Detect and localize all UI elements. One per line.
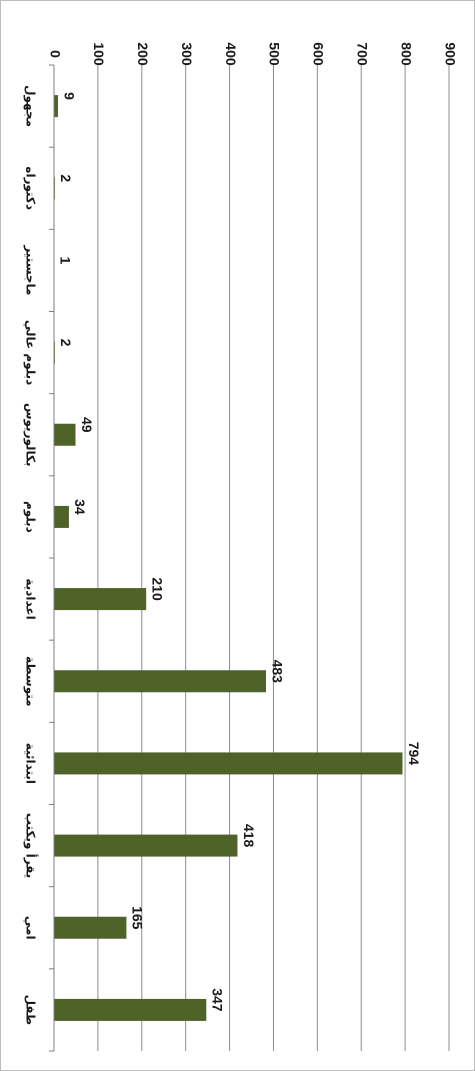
category-label: متوسطة	[23, 656, 38, 707]
bar	[54, 916, 127, 939]
bar	[54, 423, 76, 446]
data-label: 2	[58, 174, 74, 182]
bar	[54, 834, 238, 857]
category-label: دبلوم عالي	[23, 320, 38, 385]
bar	[54, 95, 58, 118]
data-label: 418	[241, 824, 257, 848]
tick-label: 900	[442, 42, 458, 66]
data-label: 2	[58, 339, 74, 347]
data-label: 347	[210, 988, 226, 1012]
gridlines	[49, 64, 450, 1052]
tick-label: 300	[179, 42, 195, 66]
data-label: 483	[269, 660, 285, 684]
bars	[54, 95, 403, 1021]
tick-label: 0	[47, 50, 63, 58]
data-label: 210	[149, 577, 165, 601]
tick-label: 400	[223, 42, 239, 66]
category-label: طفل	[24, 995, 38, 1026]
tick-label: 100	[91, 42, 107, 66]
category-label: اعدادية	[24, 578, 38, 619]
category-labels: مجهول دكتوراه ماجستير دبلوم عالي بكالوريوس دب…	[23, 85, 39, 1025]
data-label: 165	[130, 906, 146, 930]
category-label: يقرأ ويكتب	[23, 813, 39, 878]
tick-label: 800	[398, 42, 414, 66]
bar	[54, 998, 207, 1021]
value-axis-ticks: 0 100 200 300 400 500 600 700 800 900	[47, 42, 458, 66]
data-label: 1	[58, 257, 74, 265]
bar	[54, 588, 147, 611]
data-label: 9	[61, 92, 77, 100]
category-label: بكالوريوس	[23, 403, 38, 467]
data-label: 794	[406, 742, 422, 766]
category-label: ماجستير	[24, 244, 38, 295]
tick-label: 200	[135, 42, 151, 66]
category-label: ابتدائية	[24, 743, 38, 784]
tick-label: 600	[311, 42, 327, 66]
category-label: دبلوم	[23, 501, 38, 533]
category-label: امي	[24, 916, 38, 940]
category-label: دكتوراه	[23, 166, 38, 210]
tick-label: 500	[267, 42, 283, 66]
data-labels: 9 2 1 2 49 34 210 483 794 418 165 347	[58, 92, 422, 1012]
bar	[54, 670, 266, 693]
data-label: 49	[79, 417, 95, 433]
bar	[54, 752, 403, 775]
data-label: 34	[72, 499, 88, 515]
category-label: مجهول	[23, 85, 38, 127]
tick-label: 700	[355, 42, 371, 66]
bar	[54, 505, 69, 528]
